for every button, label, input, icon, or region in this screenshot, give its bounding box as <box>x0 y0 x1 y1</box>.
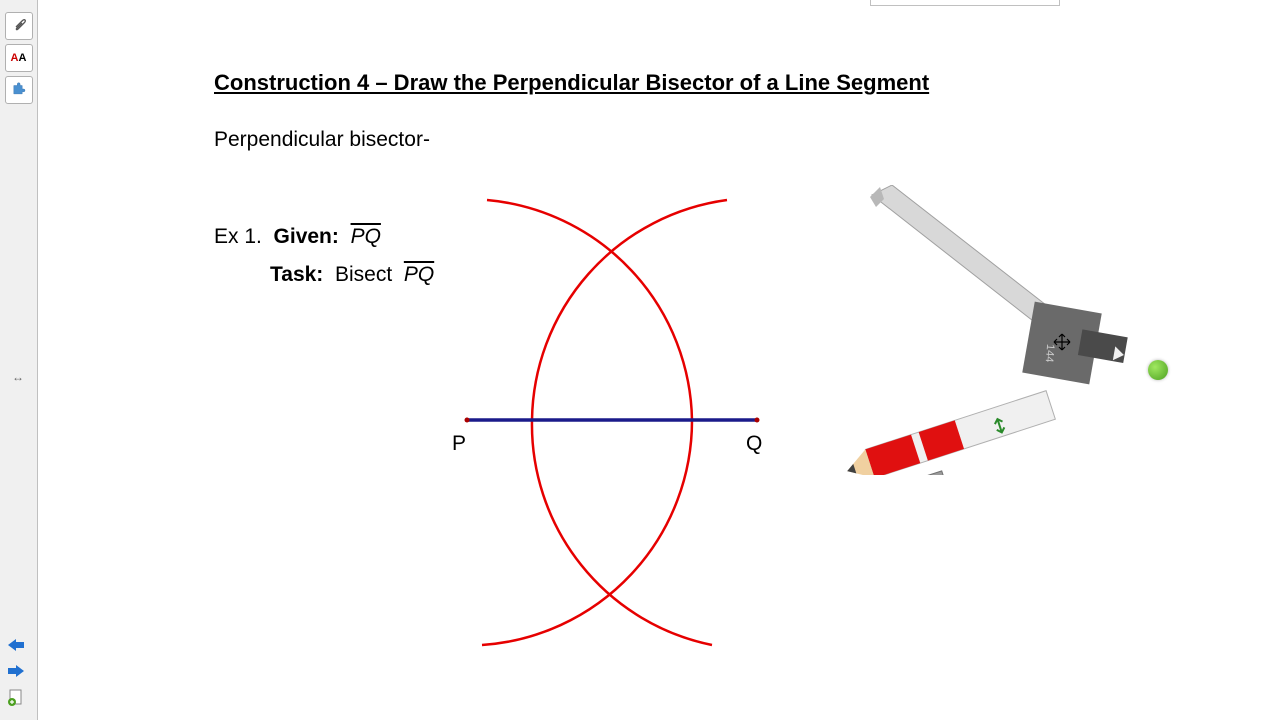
compass-tool[interactable]: 144 <box>822 185 1182 475</box>
left-toolbar: AA ↔ <box>0 0 38 720</box>
nav-back-button[interactable] <box>4 634 28 656</box>
nav-forward-button[interactable] <box>4 660 28 682</box>
move-cursor-icon <box>1052 332 1072 357</box>
geometry-diagram: P Q <box>412 160 812 685</box>
top-toolbar-remnant <box>870 0 1060 6</box>
nav-arrows <box>4 632 28 710</box>
puzzle-tool-button[interactable] <box>5 76 33 104</box>
example-number: Ex 1. <box>214 225 262 248</box>
add-page-button[interactable] <box>4 686 28 708</box>
expand-handle[interactable]: ↔ <box>12 370 24 384</box>
page-title: Construction 4 – Draw the Perpendicular … <box>214 70 929 96</box>
task-value: Bisect <box>335 263 392 286</box>
task-label: Task: <box>270 263 323 286</box>
canvas-area[interactable]: Construction 4 – Draw the Perpendicular … <box>42 0 1280 720</box>
point-p-label: P <box>452 432 466 456</box>
given-label: Given: <box>274 225 339 248</box>
example-block: Ex 1. Given: PQ Task: Bisect PQ <box>214 218 434 294</box>
text-tool-button[interactable]: AA <box>5 44 33 72</box>
green-control-point[interactable] <box>1148 360 1168 380</box>
attach-tool-button[interactable] <box>5 12 33 40</box>
given-segment: PQ <box>351 225 381 248</box>
subtitle-text: Perpendicular bisector- <box>214 128 430 152</box>
point-q-label: Q <box>746 432 762 456</box>
